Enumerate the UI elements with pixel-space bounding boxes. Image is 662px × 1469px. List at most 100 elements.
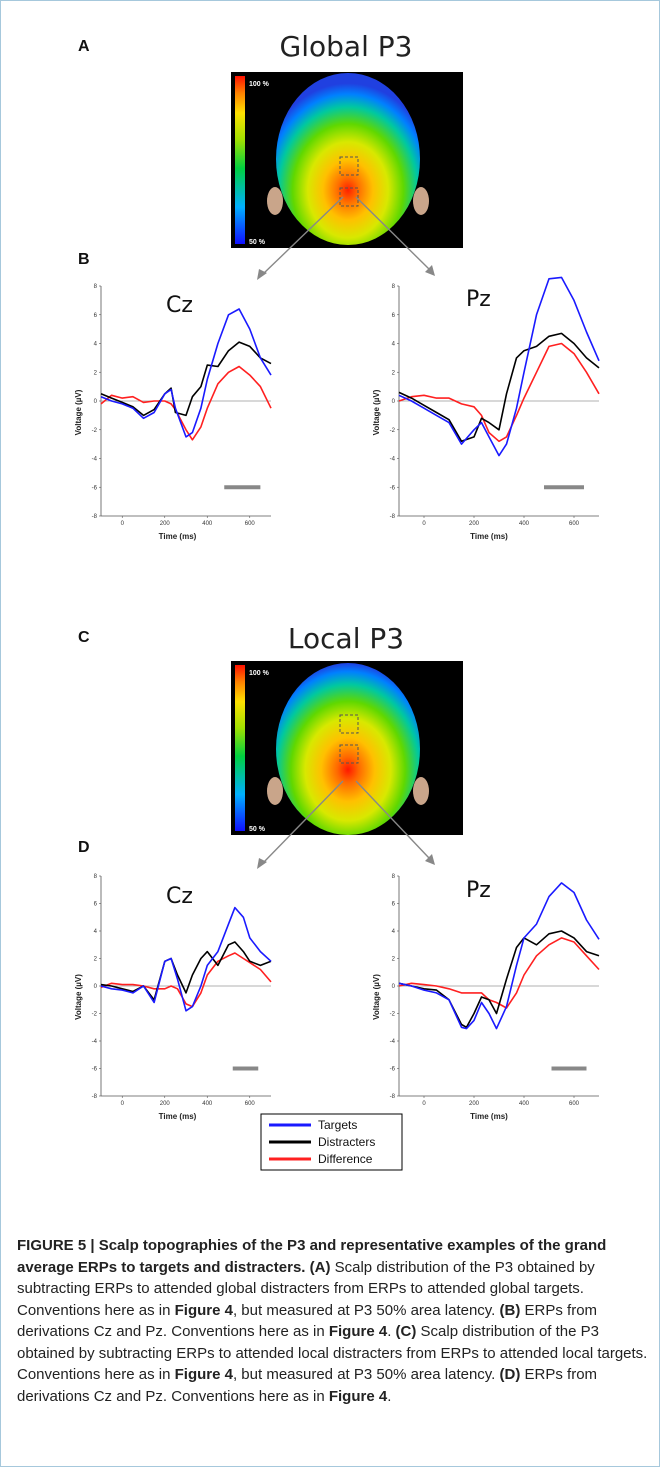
erp-chart-b-pz: -8 -6 -4 -2 0 2 4 6 8 0 200 400 600 Time (ms) Voltage … xyxy=(372,276,600,541)
caption-b-text2: . xyxy=(387,1323,392,1340)
arrow-cz-d xyxy=(262,780,344,864)
series-line-targets xyxy=(100,308,272,438)
right-ear xyxy=(413,187,429,215)
y-tick-label: -8 xyxy=(390,1094,396,1100)
y-tick-label: -8 xyxy=(390,514,396,520)
x-tick-label: 600 xyxy=(569,1101,580,1107)
panel-a-title: Global P3 xyxy=(280,30,413,63)
electrode-label-d-pz: Pz xyxy=(466,878,491,903)
x-axis-label: Time (ms) xyxy=(470,1112,508,1121)
y-tick-label: 2 xyxy=(94,370,98,376)
legend-label-distracters: Distracters xyxy=(318,1135,375,1149)
y-tick-label: 2 xyxy=(94,957,98,963)
arrowhead-pz-d xyxy=(425,854,435,865)
y-tick-label: 6 xyxy=(94,313,98,319)
colorbar-min-label: 50 % xyxy=(249,826,266,833)
electrode-label-d-cz: Cz xyxy=(166,884,193,909)
colorbar-max-label: 100 % xyxy=(249,670,270,677)
y-axis-label: Voltage (µV) xyxy=(74,389,83,435)
caption-b-label: (B) xyxy=(499,1301,521,1319)
panel-c-label: C xyxy=(78,629,90,646)
y-tick-label: -8 xyxy=(92,514,98,520)
y-axis-label: Voltage (µV) xyxy=(372,974,381,1020)
y-axis-label: Voltage (µV) xyxy=(74,974,83,1020)
y-tick-label: 0 xyxy=(94,984,98,990)
series-line-targets xyxy=(398,882,600,1030)
colorbar xyxy=(235,76,245,244)
y-tick-label: 6 xyxy=(392,902,396,908)
caption-b-ref[interactable]: Figure 4 xyxy=(328,1323,388,1340)
x-tick-label: 400 xyxy=(519,521,530,527)
erp-chart-b-cz: -8 -6 -4 -2 0 2 4 6 8 0 200 400 600 Time (ms) Voltage … xyxy=(74,284,272,541)
panel-b-label: B xyxy=(78,251,90,268)
series-line-distracters xyxy=(100,941,272,1001)
caption-d-text2: . xyxy=(387,1387,392,1405)
x-axis-label: Time (ms) xyxy=(470,532,508,541)
y-tick-label: -2 xyxy=(390,1012,396,1018)
x-tick-label: 0 xyxy=(422,1101,426,1107)
y-tick-label: 2 xyxy=(392,957,396,963)
series-line-distracters xyxy=(398,332,600,443)
y-tick-label: -2 xyxy=(92,1012,98,1018)
x-tick-label: 0 xyxy=(121,521,125,527)
caption-d-text: ERPs from derivations Cz and Pz. Convent… xyxy=(17,1366,598,1405)
caption-d-label: (D) xyxy=(499,1366,521,1383)
colorbar xyxy=(235,665,245,831)
y-tick-label: 8 xyxy=(392,284,396,290)
arrowhead-pz-b xyxy=(425,265,435,276)
y-tick-label: 6 xyxy=(392,313,396,319)
y-tick-label: 0 xyxy=(392,984,396,990)
legend-label-targets: Targets xyxy=(318,1118,357,1132)
series-line-difference xyxy=(398,937,600,1009)
arrow-pz-d xyxy=(355,780,430,859)
left-ear xyxy=(267,777,283,805)
caption-a-text2: , but measured at P3 50% area latency. xyxy=(232,1301,496,1319)
x-tick-label: 200 xyxy=(160,521,171,527)
colorbar-min-label: 50 % xyxy=(249,239,266,246)
x-tick-label: 600 xyxy=(245,521,256,527)
caption-c-label: (C) xyxy=(395,1323,417,1340)
topomap-local: 100 % 50 % xyxy=(231,661,463,835)
x-tick-label: 400 xyxy=(519,1101,530,1107)
topomap-global: 100 % 50 % xyxy=(231,72,463,248)
caption-c-ref[interactable]: Figure 4 xyxy=(174,1366,233,1383)
x-tick-label: 200 xyxy=(469,521,480,527)
x-tick-label: 400 xyxy=(202,1101,213,1107)
right-ear xyxy=(413,777,429,805)
scalp-map xyxy=(276,663,420,835)
panel-d-label: D xyxy=(78,839,90,856)
y-tick-label: -6 xyxy=(92,485,98,491)
series-line-distracters xyxy=(398,930,600,1029)
caption-a-text: Scalp distribution of the P3 obtained by… xyxy=(17,1258,595,1319)
y-tick-label: -2 xyxy=(390,428,396,434)
y-tick-label: 0 xyxy=(392,399,396,405)
x-tick-label: 0 xyxy=(121,1101,125,1107)
arrowhead-cz-d xyxy=(257,858,267,869)
caption-c-text2: , but measured at P3 50% area latency. xyxy=(232,1366,496,1383)
pz-marker xyxy=(339,744,359,764)
y-tick-label: -8 xyxy=(92,1094,98,1100)
y-tick-label: -6 xyxy=(92,1067,98,1073)
left-ear xyxy=(267,187,283,215)
x-tick-label: 600 xyxy=(245,1101,256,1107)
colorbar-max-label: 100 % xyxy=(249,81,270,88)
y-tick-label: -4 xyxy=(92,457,98,463)
series-line-targets xyxy=(398,276,600,457)
erp-chart-d-cz: -8 -6 -4 -2 0 2 4 6 8 0 200 400 600 Time (ms) Voltage … xyxy=(74,874,272,1121)
series-line-difference xyxy=(398,342,600,443)
caption-b-text: ERPs from derivations Cz and Pz. Convent… xyxy=(17,1301,598,1341)
y-tick-label: 4 xyxy=(392,929,396,935)
cz-marker xyxy=(339,714,359,734)
series-line-targets xyxy=(100,906,272,1012)
x-tick-label: 200 xyxy=(469,1101,480,1107)
x-tick-label: 600 xyxy=(569,521,580,527)
caption-d-ref[interactable]: Figure 4 xyxy=(328,1387,388,1405)
y-tick-label: -2 xyxy=(92,428,98,434)
y-tick-label: 8 xyxy=(94,284,98,290)
caption-title: FIGURE 5 | Scalp topographies of the P3 … xyxy=(17,1237,607,1276)
y-tick-label: 8 xyxy=(94,874,98,880)
caption-a-ref[interactable]: Figure 4 xyxy=(174,1301,233,1319)
y-tick-label: 8 xyxy=(392,874,396,880)
y-tick-label: -6 xyxy=(390,1067,396,1073)
